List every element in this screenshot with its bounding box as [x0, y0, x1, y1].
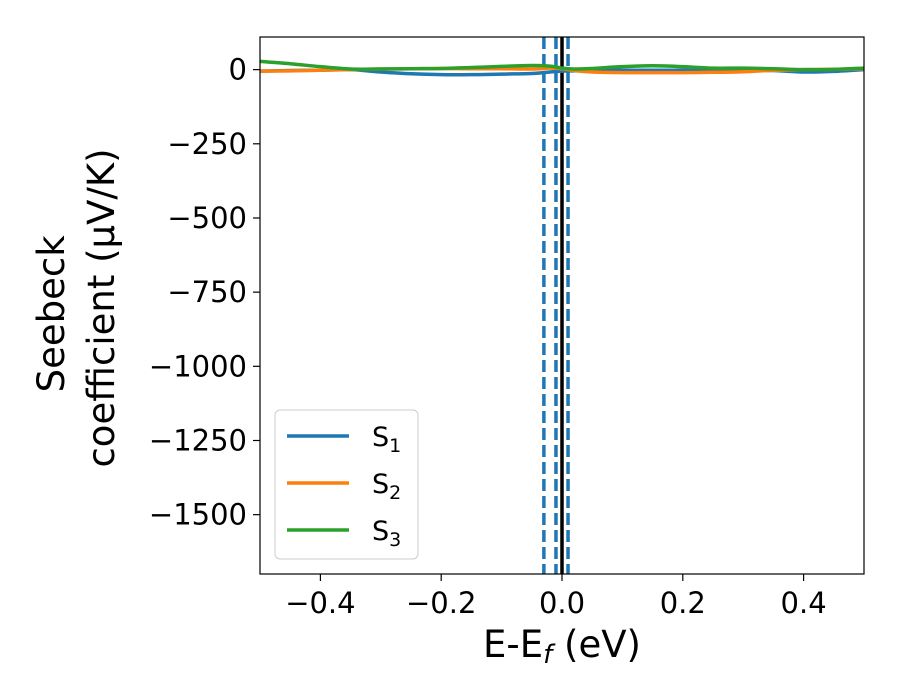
reference-lines	[542, 37, 570, 574]
y-axis-label-line-2: coefficient (μV/K)	[80, 148, 123, 467]
y-tick-label: −1000	[149, 349, 247, 383]
legend-label-s1: S1	[372, 422, 401, 457]
x-axis-label: E-Ef (eV)	[483, 623, 641, 670]
y-axis-ticks: 0 −250 −500 −750 −1000 −1250 −1500	[149, 53, 260, 532]
x-tick-label: 0.4	[781, 586, 827, 620]
x-tick-label: −0.2	[406, 586, 476, 620]
legend-label-s2: S2	[372, 469, 401, 504]
y-axis-label-line-1: Seebeck	[30, 235, 73, 393]
x-tick-label: −0.4	[285, 586, 355, 620]
y-axis-label: Seebeck coefficient (μV/K)	[30, 148, 123, 467]
x-axis-ticks: −0.4 −0.2 0.0 0.2 0.4	[285, 574, 827, 620]
y-tick-label: −1500	[149, 498, 247, 532]
x-tick-label: 0.0	[539, 586, 585, 620]
y-tick-label: −500	[167, 201, 247, 235]
y-tick-label: −1250	[149, 423, 247, 457]
y-tick-label: −750	[167, 275, 247, 309]
series-line-s3	[260, 59, 864, 72]
legend: S1 S2 S3	[274, 409, 419, 560]
y-tick-label: 0	[229, 53, 247, 87]
y-tick-label: −250	[167, 127, 247, 161]
x-tick-label: 0.2	[660, 586, 706, 620]
series-lines	[260, 59, 864, 77]
legend-label-s3: S3	[372, 516, 401, 551]
